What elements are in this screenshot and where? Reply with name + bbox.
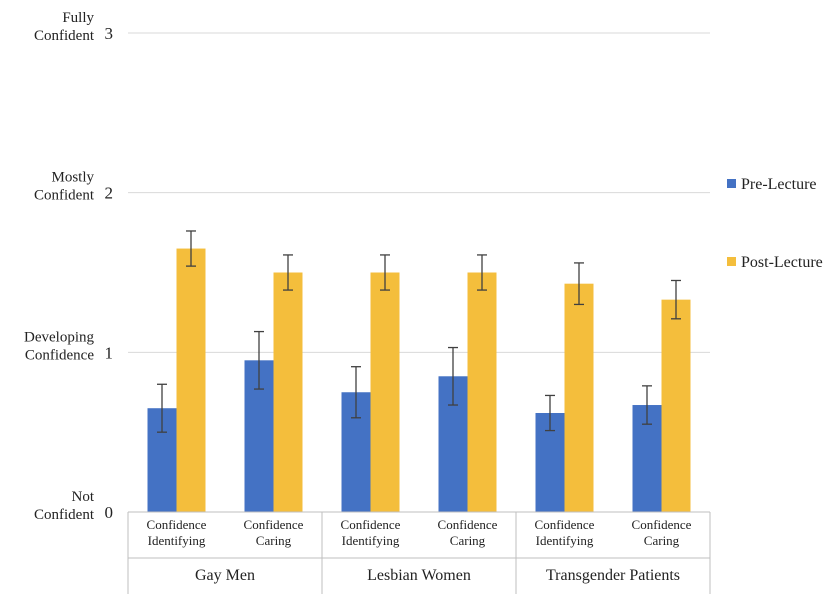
- x-category-label-0-line2: Identifying: [148, 533, 206, 548]
- x-category-label-2-line1: Confidence: [341, 517, 401, 532]
- y-tick-label-2: 2: [105, 184, 114, 203]
- x-category-label-3-line2: Caring: [450, 533, 486, 548]
- x-group-label-2: Transgender Patients: [546, 567, 680, 584]
- legend-label-pre-lecture: Pre-Lecture: [741, 176, 817, 193]
- x-group-label-1: Lesbian Women: [367, 567, 471, 584]
- bar-post-lecture-2: [370, 272, 400, 512]
- y-desc-label-3-line1: Fully: [62, 10, 94, 26]
- bar-post-lecture-0: [176, 248, 206, 513]
- y-tick-label-3: 3: [105, 24, 114, 43]
- y-tick-label-0: 0: [105, 503, 114, 522]
- gridlines: [128, 32, 710, 353]
- bar-post-lecture-1: [273, 272, 303, 512]
- y-desc-label-0-line1: Not: [72, 489, 95, 505]
- x-category-label-1-line2: Caring: [256, 533, 292, 548]
- y-desc-label-1-line1: Developing: [24, 329, 94, 345]
- y-desc-label-1-line2: Confidence: [25, 347, 94, 363]
- x-category-label-4-line2: Identifying: [536, 533, 594, 548]
- legend-swatch-post-lecture: [727, 257, 736, 266]
- x-category-label-0-line1: Confidence: [147, 517, 207, 532]
- x-category-label-2-line2: Identifying: [342, 533, 400, 548]
- bar-post-lecture-4: [564, 283, 594, 512]
- y-axis-labels: 0 Not Confident 1 Developing Confidence 2 Mostl…: [24, 10, 113, 523]
- x-category-label-4-line1: Confidence: [535, 517, 595, 532]
- legend: Pre-Lecture Post-Lecture: [727, 176, 823, 271]
- y-desc-label-3-line2: Confident: [34, 28, 95, 44]
- legend-swatch-pre-lecture: [727, 179, 736, 188]
- y-desc-label-0-line2: Confident: [34, 507, 95, 523]
- y-desc-label-2-line1: Mostly: [51, 170, 94, 186]
- y-tick-label-1: 1: [105, 343, 114, 362]
- x-category-label-1-line1: Confidence: [244, 517, 304, 532]
- bars: [147, 248, 691, 513]
- x-axis: ConfidenceIdentifyingConfidenceCaringGay…: [127, 511, 711, 594]
- bar-post-lecture-5: [661, 299, 691, 512]
- error-bars: [157, 230, 681, 433]
- legend-label-post-lecture: Post-Lecture: [741, 254, 823, 271]
- x-category-label-3-line1: Confidence: [438, 517, 498, 532]
- bar-post-lecture-3: [467, 272, 497, 512]
- x-category-label-5-line1: Confidence: [632, 517, 692, 532]
- x-group-label-0: Gay Men: [195, 567, 255, 584]
- y-desc-label-2-line2: Confident: [34, 188, 95, 204]
- x-category-label-5-line2: Caring: [644, 533, 680, 548]
